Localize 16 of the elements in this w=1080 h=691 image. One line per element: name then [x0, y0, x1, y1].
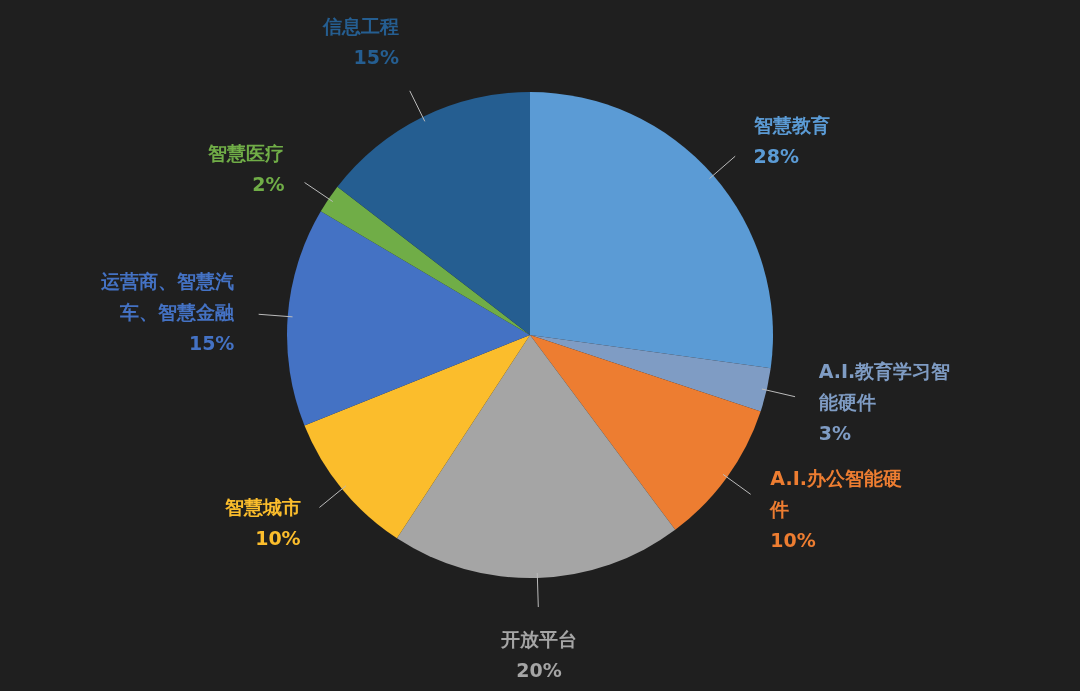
- data-label: 10%: [255, 527, 301, 550]
- data-label: 15%: [188, 332, 235, 355]
- slice-label: A.I.办公智能硬件: [769, 466, 902, 520]
- slice-label: 智慧教育: [752, 113, 830, 136]
- data-label: 28%: [753, 144, 799, 167]
- data-label: 2%: [252, 173, 285, 196]
- slice-label: 智慧城市: [223, 496, 301, 519]
- slice-label: A.I.教育学习智能硬件: [818, 360, 951, 414]
- slice-label: 信息工程: [322, 15, 400, 38]
- slice-label: 开放平台: [500, 628, 578, 651]
- slice-label: 运营商、智慧汽车、智慧金融: [100, 270, 236, 324]
- data-label: 20%: [516, 659, 562, 682]
- data-label: 15%: [353, 46, 400, 69]
- data-label: 3%: [818, 422, 851, 445]
- data-label: 10%: [770, 528, 816, 551]
- slice-label: 智慧医疗: [207, 142, 285, 165]
